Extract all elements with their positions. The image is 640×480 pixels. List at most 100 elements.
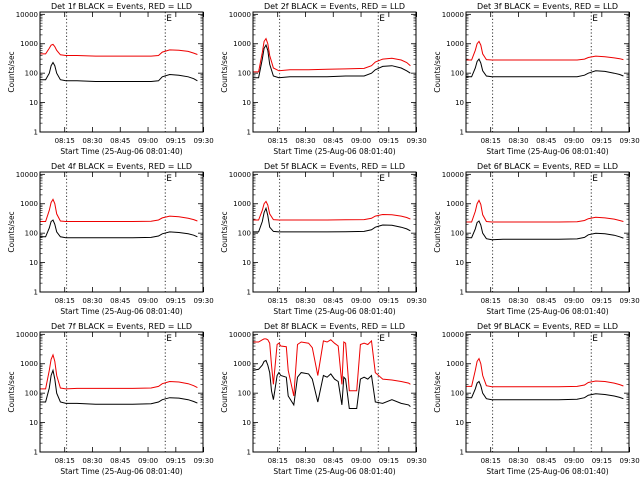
x-axis-label: Start Time (25-Aug-06 08:01:40): [486, 467, 608, 476]
y-tick-label: 10: [455, 419, 464, 427]
y-tick-label: 1000: [233, 200, 251, 208]
x-tick-label: 08:15: [481, 297, 501, 305]
x-tick-label: 08:45: [323, 137, 343, 145]
panel-title: Det 2f BLACK = Events, RED = LLD: [264, 2, 405, 11]
x-tick-label: 09:30: [407, 297, 427, 305]
detector-panel-1: Det 1f BLACK = Events, RED = LLD Start Ti…: [7, 2, 214, 156]
y-tick-label: 1000: [20, 360, 38, 368]
panel-title: Det 6f BLACK = Events, RED = LLD: [477, 162, 618, 171]
plot-frame: [252, 171, 417, 293]
x-tick-label: 09:15: [379, 137, 399, 145]
x-axis-label: Start Time (25-Aug-06 08:01:40): [486, 307, 608, 316]
interval-marker-label: E: [379, 334, 385, 344]
x-tick-label: 09:15: [166, 297, 186, 305]
x-tick-label: 09:30: [194, 457, 214, 465]
y-tick-label: 100: [238, 70, 251, 78]
x-axis-label: Start Time (25-Aug-06 08:01:40): [486, 147, 608, 156]
detector-panel-3: Det 3f BLACK = Events, RED = LLD Start Ti…: [433, 2, 640, 156]
y-axis-label: Counts/sec: [433, 211, 442, 252]
x-tick-label: 08:30: [508, 137, 528, 145]
interval-marker-label: E: [379, 174, 385, 184]
y-tick-label: 1: [34, 129, 38, 137]
x-tick-label: 09:15: [592, 457, 612, 465]
y-tick-label: 10000: [442, 11, 464, 19]
x-tick-label: 08:30: [295, 297, 315, 305]
detector-panel-5: Det 5f BLACK = Events, RED = LLD Start Ti…: [220, 162, 427, 316]
x-tick-label: 08:15: [55, 297, 75, 305]
detector-panel-9: Det 9f BLACK = Events, RED = LLD Start Ti…: [433, 322, 640, 476]
x-tick-label: 09:00: [138, 137, 158, 145]
y-tick-label: 10: [29, 259, 38, 267]
y-tick-label: 100: [451, 390, 464, 398]
y-tick-label: 10000: [442, 171, 464, 179]
x-tick-label: 08:15: [481, 137, 501, 145]
interval-marker-label: E: [592, 14, 598, 24]
panel-title: Det 9f BLACK = Events, RED = LLD: [477, 322, 618, 331]
y-tick-label: 1: [247, 449, 251, 457]
x-tick-label: 08:45: [323, 297, 343, 305]
y-tick-label: 100: [25, 390, 38, 398]
y-axis-label: Counts/sec: [220, 371, 229, 412]
x-tick-label: 08:45: [323, 457, 343, 465]
x-tick-label: 09:30: [620, 457, 640, 465]
x-tick-label: 08:15: [268, 297, 288, 305]
y-tick-label: 1000: [446, 360, 464, 368]
y-tick-label: 10: [242, 259, 251, 267]
x-tick-label: 08:15: [268, 457, 288, 465]
x-tick-label: 08:45: [536, 297, 556, 305]
x-tick-label: 09:15: [592, 297, 612, 305]
y-tick-label: 10000: [16, 11, 38, 19]
y-tick-label: 10: [29, 99, 38, 107]
y-tick-label: 1: [34, 289, 38, 297]
x-tick-label: 09:30: [620, 297, 640, 305]
series-line-events: [466, 220, 624, 241]
interval-marker-label: E: [592, 334, 598, 344]
series-line-events: [466, 380, 624, 401]
x-axis-label: Start Time (25-Aug-06 08:01:40): [60, 147, 182, 156]
x-tick-label: 08:45: [110, 297, 130, 305]
y-tick-label: 1000: [446, 200, 464, 208]
x-tick-label: 09:00: [564, 137, 584, 145]
x-tick-label: 09:00: [351, 297, 371, 305]
x-tick-label: 09:15: [379, 457, 399, 465]
y-tick-label: 10000: [229, 171, 251, 179]
y-tick-label: 1000: [20, 200, 38, 208]
y-tick-label: 100: [238, 390, 251, 398]
y-tick-label: 1000: [233, 40, 251, 48]
detector-panel-7: Det 7f BLACK = Events, RED = LLD Start Ti…: [7, 322, 214, 476]
plot-frame: [39, 171, 204, 293]
series-line-events: [40, 368, 198, 405]
x-tick-label: 08:30: [82, 137, 102, 145]
y-axis-label: Counts/sec: [220, 211, 229, 252]
y-tick-label: 10000: [229, 331, 251, 339]
panel-title: Det 1f BLACK = Events, RED = LLD: [51, 2, 192, 11]
plot-frame: [39, 331, 204, 453]
detector-panel-4: Det 4f BLACK = Events, RED = LLD Start Ti…: [7, 162, 214, 316]
x-tick-label: 08:45: [110, 137, 130, 145]
x-tick-label: 08:15: [55, 457, 75, 465]
x-tick-label: 09:15: [166, 137, 186, 145]
y-tick-label: 10: [455, 259, 464, 267]
plot-frame: [252, 11, 417, 133]
panel-title: Det 3f BLACK = Events, RED = LLD: [477, 2, 618, 11]
series-line-lld: [253, 37, 411, 73]
y-tick-label: 100: [25, 70, 38, 78]
y-axis-label: Counts/sec: [433, 371, 442, 412]
x-axis-label: Start Time (25-Aug-06 08:01:40): [273, 307, 395, 316]
y-tick-label: 10: [242, 419, 251, 427]
x-tick-label: 09:15: [379, 297, 399, 305]
y-tick-label: 10000: [16, 171, 38, 179]
y-tick-label: 10: [242, 99, 251, 107]
x-tick-label: 09:30: [194, 297, 214, 305]
series-line-lld: [466, 40, 624, 61]
y-tick-label: 100: [238, 230, 251, 238]
y-tick-label: 1000: [20, 40, 38, 48]
x-tick-label: 09:00: [138, 297, 158, 305]
y-tick-label: 1: [247, 289, 251, 297]
x-tick-label: 08:30: [295, 137, 315, 145]
interval-marker-label: E: [166, 334, 172, 344]
plot-frame: [252, 331, 417, 453]
series-line-lld: [466, 199, 624, 223]
series-line-lld: [253, 338, 411, 397]
x-tick-label: 08:45: [110, 457, 130, 465]
